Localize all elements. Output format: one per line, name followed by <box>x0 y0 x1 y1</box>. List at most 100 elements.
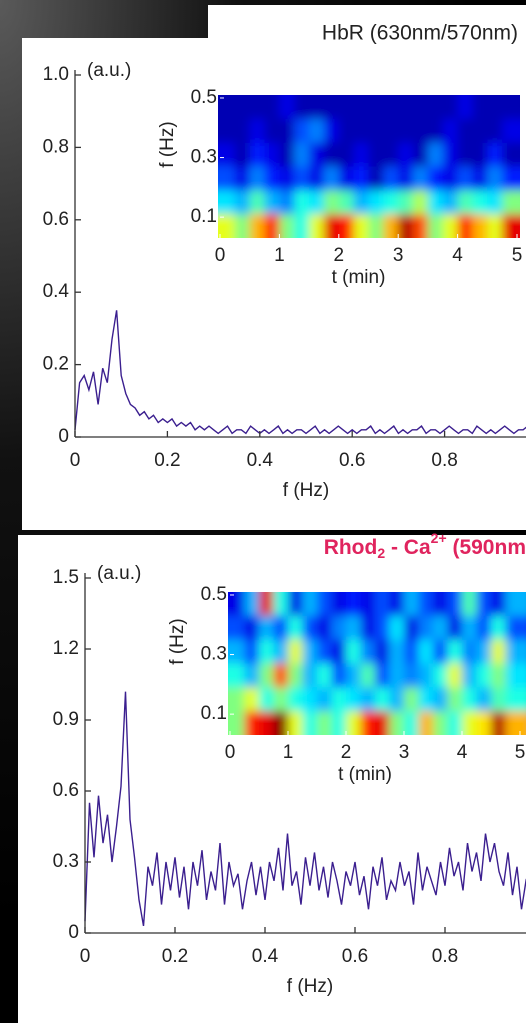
spectrogram-cell <box>457 142 474 168</box>
spectrogram-cell <box>353 95 370 120</box>
spectrogram-cell <box>353 190 370 216</box>
spectrogram-cell <box>294 142 311 168</box>
spectrogram-cell <box>398 118 415 144</box>
spectrogram-cell <box>259 687 275 713</box>
spectrogram-cell <box>368 118 385 144</box>
spectrogram-cell <box>259 663 275 689</box>
spectrogram-cell <box>234 95 251 120</box>
spectrogram-cell <box>487 190 504 216</box>
spectrogram-cell <box>317 687 333 713</box>
spectrogram-cell <box>505 687 526 713</box>
spectrogram-cell <box>491 615 507 641</box>
inset-x-tick-label: 0 <box>225 742 236 763</box>
spectrogram-cell <box>234 190 251 216</box>
spectrogram-cell <box>302 639 318 665</box>
spectrogram-cell <box>433 687 449 713</box>
spectrogram-cell <box>294 95 311 120</box>
spectrogram-cell <box>476 711 492 735</box>
spectrogram-cell <box>302 615 318 641</box>
y-tick-label: 0.9 <box>53 709 79 730</box>
x-tick-label: 0.6 <box>339 450 365 471</box>
spectrogram-cell <box>398 214 415 238</box>
spectrogram-cell <box>413 95 429 120</box>
spectrogram-cell <box>389 663 405 689</box>
spectrogram-cell <box>447 663 463 689</box>
x-tick-label: 0.2 <box>154 450 180 471</box>
spectrogram-cell <box>218 95 236 120</box>
spectrogram-cell <box>338 190 355 216</box>
spectrogram-cell <box>309 190 325 216</box>
spectrogram-cell <box>413 214 429 238</box>
spectrogram-cell <box>338 166 355 192</box>
spectrogram-cell <box>353 214 370 238</box>
spectrogram-cell <box>249 214 266 238</box>
spectrogram-cell <box>389 615 405 641</box>
spectrogram-cell <box>472 166 489 192</box>
spectrogram-cell <box>447 639 463 665</box>
y-axis-label: (a.u.) <box>87 60 131 81</box>
inset-y-tick-label: 0.1 <box>191 206 217 227</box>
spectrogram-cell <box>433 711 449 735</box>
spectrogram-cell <box>234 142 251 168</box>
spectrogram-cell <box>442 95 459 120</box>
spectrogram-cell <box>249 166 266 192</box>
spectrogram-cell <box>418 687 434 713</box>
spectrogram-cell <box>472 214 489 238</box>
spectrogram-cell <box>472 190 489 216</box>
spectrogram-cell <box>375 615 391 641</box>
spectrogram-cell <box>218 214 236 238</box>
spectrogram-cell <box>502 214 520 238</box>
x-tick-label: 0.6 <box>342 946 368 967</box>
spectrogram <box>218 95 520 238</box>
y-axis-label: (a.u.) <box>97 563 141 584</box>
spectrogram-cell <box>502 142 520 168</box>
spectrogram-cell <box>383 214 400 238</box>
y-tick-label: 0 <box>68 922 79 943</box>
spectrogram-cell <box>427 95 444 120</box>
spectrogram-cell <box>389 639 405 665</box>
spectrogram-cell <box>404 663 420 689</box>
spectrogram-cell <box>244 663 260 689</box>
spectrogram-cell <box>317 615 333 641</box>
spectrogram-cell <box>244 615 260 641</box>
spectrogram-cell <box>309 166 325 192</box>
spectrogram-cell <box>462 615 478 641</box>
spectrogram-cell <box>264 190 281 216</box>
title-box <box>208 5 526 60</box>
spectrogram-cell <box>218 190 236 216</box>
inset-x-tick-label: 5 <box>512 245 523 266</box>
spectrogram-cell <box>383 142 400 168</box>
spectrogram-cell <box>249 95 266 120</box>
y-tick-label: 0.6 <box>43 209 69 230</box>
spectrogram-cell <box>323 142 340 168</box>
spectrogram-cell <box>323 214 340 238</box>
spectrogram-cell <box>317 592 333 617</box>
spectrogram-cell <box>228 639 246 665</box>
spectrogram-cell <box>447 592 463 617</box>
spectrogram-cell <box>491 663 507 689</box>
spectrogram-cell <box>472 95 489 120</box>
spectrogram-cell <box>288 687 304 713</box>
spectrogram-cell <box>472 118 489 144</box>
spectrogram-cell <box>294 214 311 238</box>
spectrogram-cell <box>383 190 400 216</box>
inset-x-tick-label: 5 <box>515 742 526 763</box>
spectrogram-cell <box>279 190 296 216</box>
spectrogram-cell <box>360 592 376 617</box>
spectrogram-cell <box>389 592 405 617</box>
spectrogram-cell <box>476 615 492 641</box>
spectrogram-cell <box>273 687 289 713</box>
spectrogram-cell <box>294 118 311 144</box>
spectrogram-cell <box>476 639 492 665</box>
y-tick-label: 0.3 <box>53 851 79 872</box>
spectrogram-cell <box>244 687 260 713</box>
spectrogram-cell <box>353 166 370 192</box>
spectrogram-cell <box>331 639 347 665</box>
spectrogram-cell <box>346 687 362 713</box>
spectrogram-cell <box>323 95 340 120</box>
title-part: - Ca <box>385 536 431 559</box>
spectrogram-cell <box>234 166 251 192</box>
spectrogram-cell <box>491 639 507 665</box>
spectrogram-cell <box>413 118 429 144</box>
spectrogram-cell <box>273 663 289 689</box>
